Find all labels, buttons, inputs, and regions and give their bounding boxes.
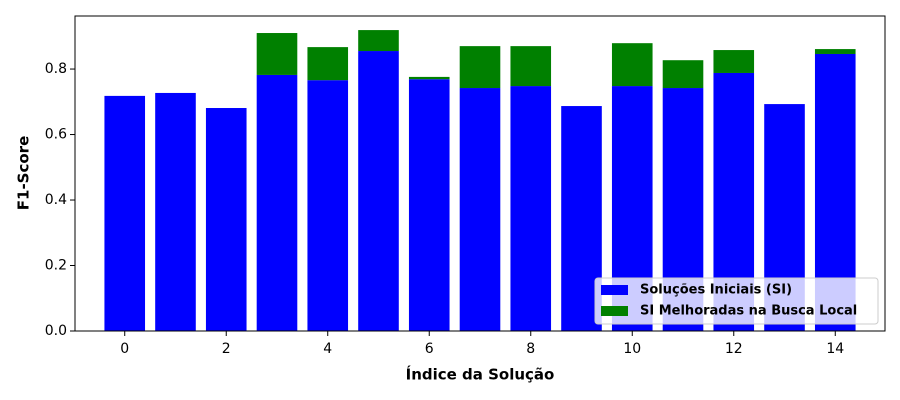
y-tick-label: 0.0 [45, 323, 67, 339]
bar [713, 50, 755, 73]
bar [205, 108, 247, 331]
legend-swatch [601, 285, 628, 295]
bar [408, 79, 450, 331]
x-tick-label: 8 [526, 341, 535, 357]
bar [256, 74, 298, 332]
y-tick-label: 0.2 [45, 258, 67, 274]
x-tick-label: 14 [826, 341, 844, 357]
bar [662, 60, 704, 89]
legend-box [594, 277, 879, 325]
y-tick-label: 0.4 [45, 192, 67, 208]
y-axis-label: F1-Score [15, 136, 33, 210]
x-tick-label: 4 [323, 341, 332, 357]
y-tick-label: 0.8 [45, 61, 67, 77]
bar [358, 51, 399, 332]
bar [155, 92, 196, 331]
bar [307, 80, 349, 331]
x-tick-label: 10 [623, 341, 641, 357]
x-tick-label: 6 [425, 341, 434, 357]
bar [408, 76, 450, 80]
bar [256, 33, 298, 75]
x-tick-label: 2 [222, 341, 231, 357]
y-tick-label: 0.6 [45, 127, 67, 143]
bar [307, 47, 349, 81]
bar [814, 49, 856, 54]
bar [510, 86, 552, 332]
bar [611, 43, 653, 87]
bar [358, 30, 399, 52]
legend-label: Soluções Iniciais (SI) [640, 283, 792, 298]
bar [510, 46, 552, 87]
legend-label: SI Melhoradas na Busca Local [640, 304, 857, 319]
x-axis-label: Índice da Solução [406, 365, 555, 384]
legend-swatch [601, 306, 628, 316]
bar [459, 46, 501, 89]
x-tick-label: 0 [120, 341, 129, 357]
x-tick-label: 12 [725, 341, 743, 357]
bar [459, 88, 501, 332]
bar [104, 95, 146, 331]
plot-frame [74, 15, 886, 332]
